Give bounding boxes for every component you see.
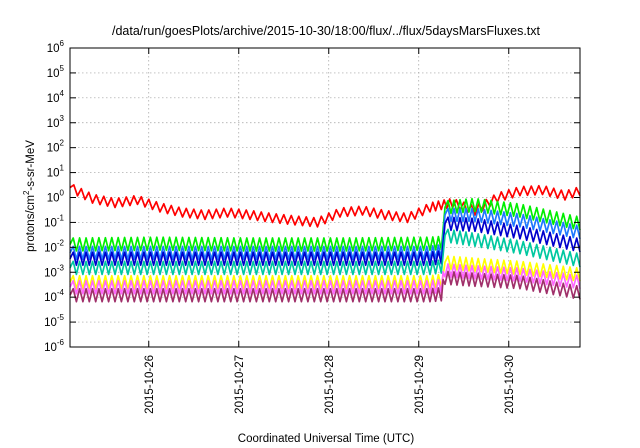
- y-tick-label: 10-4: [44, 288, 64, 304]
- y-tick-label: 104: [47, 89, 65, 105]
- x-axis-label: Coordinated Universal Time (UTC): [238, 433, 415, 445]
- tick-layer: 10-6 10-5 10-4 10-3 10-2 10-1 100 101 102 103 104 1…: [44, 39, 580, 414]
- y-tick-label: 10-1: [44, 213, 64, 229]
- y-axis-label-base: protons/cm: [25, 195, 37, 252]
- y-axis-label-rest: -s-sr-MeV: [25, 140, 37, 191]
- series-line: [69, 216, 581, 267]
- series-line: [69, 184, 581, 228]
- series-line: [69, 207, 581, 261]
- y-tick-label: 105: [47, 64, 65, 80]
- y-tick-label: 10-3: [44, 263, 64, 279]
- series-line: [69, 263, 581, 295]
- y-tick-label: 102: [47, 139, 65, 155]
- x-tick-label: 2015-10-28: [324, 355, 336, 414]
- series-line: [69, 270, 581, 303]
- y-tick-label: 10-5: [44, 313, 64, 329]
- y-tick-label: 101: [47, 164, 65, 180]
- x-tick-label: 2015-10-30: [504, 355, 516, 414]
- series-line: [69, 197, 581, 252]
- y-axis-label: protons/cm2-s-sr-MeV: [22, 140, 37, 252]
- series-line: [69, 228, 581, 276]
- series-layer: [69, 184, 581, 303]
- chart-title: /data/run/goesPlots/archive/2015-10-30/1…: [112, 24, 541, 38]
- y-axis-label-sup: 2: [22, 190, 31, 195]
- x-tick-label: 2015-10-29: [414, 355, 426, 414]
- y-tick-label: 10-2: [44, 238, 64, 254]
- x-tick-label: 2015-10-27: [234, 355, 246, 414]
- y-tick-label: 106: [47, 39, 65, 55]
- y-tick-label: 103: [47, 114, 65, 130]
- y-tick-label: 10-6: [44, 338, 64, 354]
- y-tick-label: 100: [47, 189, 65, 205]
- series-line: [69, 255, 581, 290]
- x-tick-label: 2015-10-26: [144, 355, 156, 414]
